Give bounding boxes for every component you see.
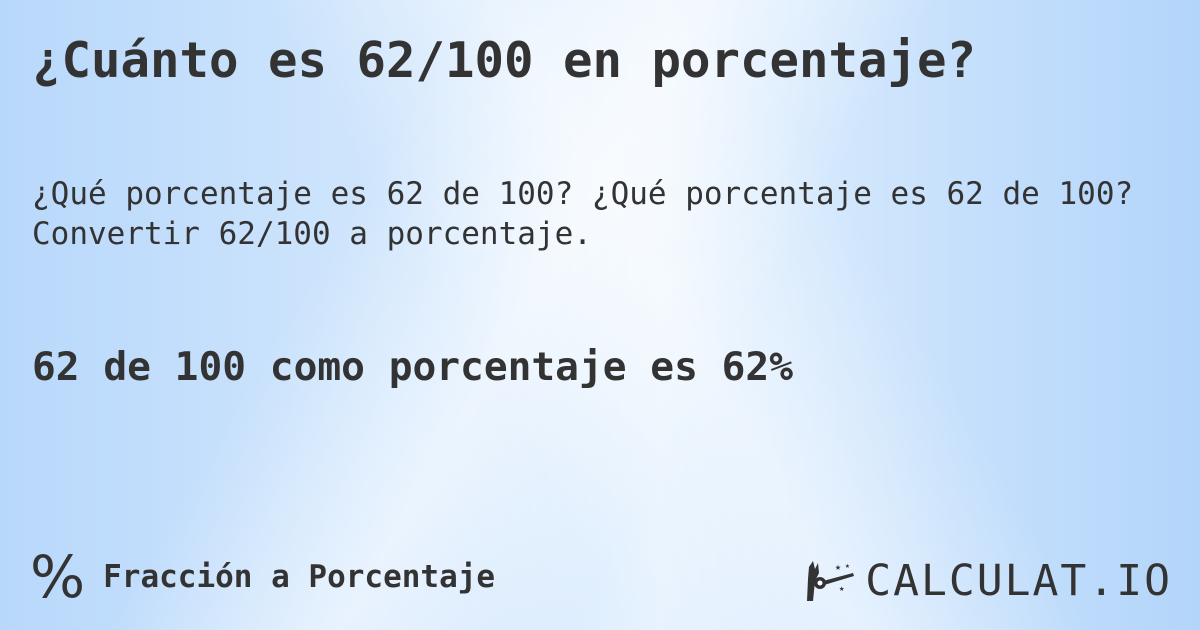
logo-text: CALCULAT.IO	[865, 556, 1172, 606]
result-text: 62 de 100 como porcentaje es 62%	[32, 344, 793, 390]
svg-text:★: ★	[845, 561, 850, 570]
page-title: ¿Cuánto es 62/100 en porcentaje?	[32, 32, 977, 89]
svg-text:★: ★	[835, 562, 841, 573]
category-link[interactable]: % Fracción a Porcentaje	[30, 548, 495, 606]
svg-text:★: ★	[839, 584, 845, 594]
logo[interactable]: ★ ★ ★ CALCULAT.IO	[805, 556, 1172, 606]
category-label: Fracción a Porcentaje	[103, 559, 496, 595]
subtitle: ¿Qué porcentaje es 62 de 100? ¿Qué porce…	[32, 174, 1133, 254]
subtitle-line: ¿Qué porcentaje es 62 de 100? ¿Qué porce…	[32, 176, 1134, 212]
magic-hand-icon: ★ ★ ★	[807, 561, 855, 601]
percent-icon: %	[30, 543, 86, 611]
subtitle-line: Convertir 62/100 a porcentaje.	[32, 216, 592, 252]
